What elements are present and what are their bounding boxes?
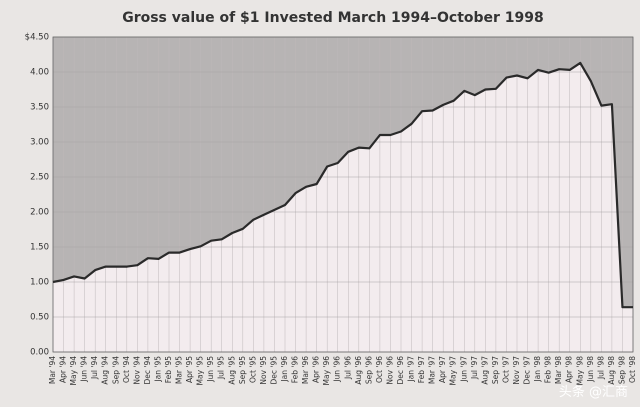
- plot-frame: [52, 36, 634, 353]
- x-tick-label: Aug '94: [101, 356, 110, 385]
- y-tick-label: 1.50: [30, 243, 49, 253]
- x-tick-label: Jul '98: [596, 356, 605, 380]
- x-tick-label: Jan '95: [153, 356, 162, 383]
- watermark: 头条 @汇商: [559, 384, 628, 400]
- x-tick-label: May '94: [69, 356, 78, 386]
- x-tick-label: Jan '97: [407, 356, 416, 383]
- x-tick-label: Nov '97: [512, 356, 521, 385]
- x-tick-label: Feb '98: [544, 356, 553, 383]
- y-tick-label: 4.00: [30, 68, 49, 78]
- x-tick-label: Sep '98: [617, 356, 626, 384]
- x-tick-label: Mar '95: [175, 356, 184, 384]
- x-tick-label: Jun '95: [206, 356, 215, 383]
- x-tick-label: Jun '98: [586, 356, 595, 383]
- x-tick-label: Jun '97: [459, 356, 468, 383]
- y-tick-label: 0.00: [30, 348, 49, 358]
- x-tick-label: Aug '98: [607, 356, 616, 385]
- x-tick-label: Mar '97: [428, 356, 437, 384]
- x-tick-label: Dec '94: [143, 356, 152, 385]
- x-tick-label: May '96: [322, 356, 331, 386]
- x-tick-label: May '95: [196, 356, 205, 386]
- x-tick-label: Aug '97: [480, 356, 489, 385]
- x-tick-label: Jul '95: [217, 356, 226, 380]
- y-tick-label: 3.50: [30, 103, 49, 113]
- x-tick-label: Nov '95: [259, 356, 268, 385]
- x-tick-label: Jul '96: [343, 356, 352, 380]
- x-tick-label: Jul '94: [90, 356, 99, 380]
- x-tick-label: Oct '95: [248, 356, 257, 383]
- x-tick-label: Mar '96: [301, 356, 310, 384]
- y-tick-label: $4.50: [25, 33, 49, 43]
- area-under-line: [53, 62, 633, 353]
- y-tick-label: 0.50: [30, 313, 49, 323]
- x-tick-label: Mar '94: [48, 356, 57, 384]
- y-tick-label: 1.00: [30, 278, 49, 288]
- x-tick-label: Oct '94: [122, 356, 131, 383]
- x-tick-label: Nov '94: [132, 356, 141, 385]
- chart-title: Gross value of $1 Invested March 1994–Oc…: [122, 10, 544, 26]
- y-tick-label: 3.00: [30, 138, 49, 148]
- data-line: [52, 61, 633, 309]
- x-tick-label: Feb '95: [164, 356, 173, 383]
- x-tick-label: Sep '95: [238, 356, 247, 384]
- x-tick-label: Sep '96: [364, 356, 373, 384]
- y-tick-label: 2.00: [30, 208, 49, 218]
- x-tick-label: Jan '96: [280, 356, 289, 383]
- x-tick-label: Dec '96: [396, 356, 405, 385]
- y-tick-label: 2.50: [30, 173, 49, 183]
- x-tick-label: May '98: [575, 356, 584, 386]
- x-tick-label: Oct '97: [501, 356, 510, 383]
- x-tick-label: Mar '98: [554, 356, 563, 384]
- x-tick-label: Aug '95: [227, 356, 236, 385]
- x-tick-label: Oct '96: [375, 356, 384, 383]
- x-tick-label: Jun '96: [333, 356, 342, 383]
- x-tick-label: Sep '97: [491, 356, 500, 384]
- x-tick-label: Apr '94: [59, 356, 68, 383]
- x-tick-label: Jan '98: [533, 356, 542, 383]
- x-tick-label: May '97: [449, 356, 458, 386]
- x-tick-label: Jun '94: [80, 356, 89, 383]
- x-tick-label: Oct '98: [628, 356, 637, 383]
- x-tick-label: Nov '96: [385, 356, 394, 385]
- x-tick-label: Feb '97: [417, 356, 426, 383]
- x-tick-label: Aug '96: [354, 356, 363, 385]
- x-tick-label: Sep '94: [111, 356, 120, 384]
- x-tick-label: Apr '95: [185, 356, 194, 383]
- x-tick-label: Feb '96: [291, 356, 300, 383]
- x-tick-label: Dec '95: [269, 356, 278, 385]
- x-tick-label: Apr '98: [565, 356, 574, 383]
- x-tick-label: Dec '97: [523, 356, 532, 385]
- x-tick-label: Apr '97: [438, 356, 447, 383]
- x-tick-label: Jul '97: [470, 356, 479, 380]
- x-tick-label: Apr '96: [312, 356, 321, 383]
